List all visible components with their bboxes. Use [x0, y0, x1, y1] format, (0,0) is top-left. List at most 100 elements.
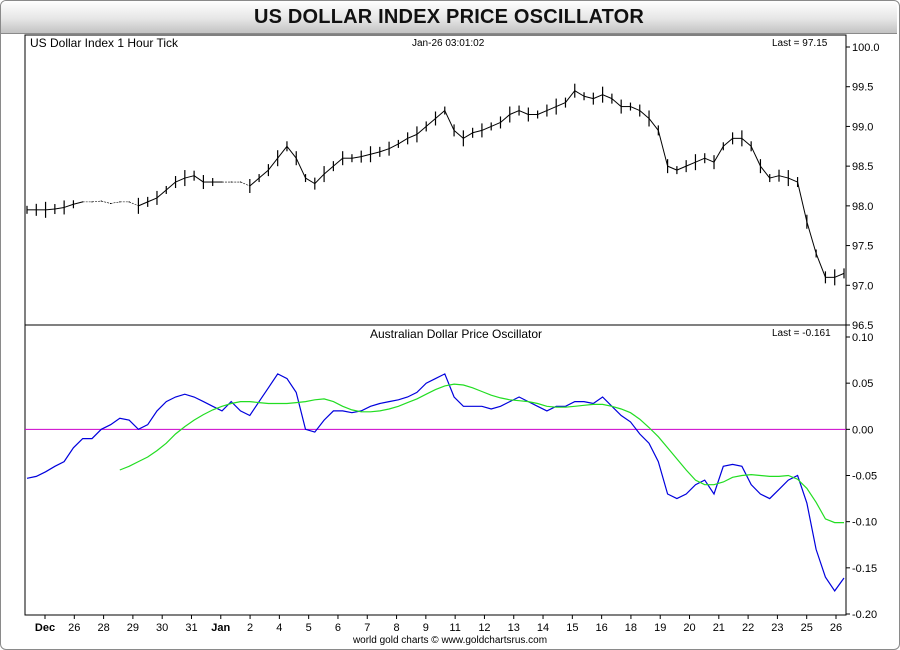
price-bar — [91, 200, 102, 203]
x-tick-label: Dec — [35, 622, 55, 634]
price-bar — [361, 153, 371, 158]
price-bar — [416, 126, 427, 135]
price-bar — [602, 94, 613, 100]
x-axis: Dec 26 28 29 30 31 Jan 2 4 5 6 7 8 9 11 12 13 14 15 16 18 19 2… — [35, 615, 842, 634]
price-bar — [565, 90, 576, 103]
price-bar — [54, 206, 65, 210]
y-tick-label: 99.0 — [852, 121, 873, 133]
price-bars — [26, 83, 845, 286]
price-bar — [676, 165, 687, 171]
oscillator-lines — [26, 373, 845, 592]
price-bar — [491, 121, 501, 127]
y-tick-label: -0.10 — [852, 517, 877, 529]
price-bar — [295, 157, 306, 179]
price-bar — [444, 110, 455, 131]
x-tick-label: 13 — [508, 622, 520, 634]
x-tick-label: 5 — [306, 622, 312, 634]
price-bar — [834, 272, 845, 278]
y-tick-label: 98.5 — [852, 161, 873, 173]
x-tick-label: 7 — [364, 622, 370, 634]
oscillator-last-label: Last = -0.161 — [772, 328, 831, 339]
price-bar — [249, 177, 260, 187]
x-tick-label: 29 — [127, 622, 139, 634]
price-bar — [788, 177, 798, 183]
price-bar — [583, 95, 594, 100]
y-tick-label: 99.5 — [852, 82, 873, 94]
price-bar — [398, 137, 408, 145]
price-bar — [305, 177, 316, 185]
x-tick-label: 16 — [596, 622, 608, 634]
x-tick-label: 22 — [742, 622, 754, 634]
price-bar — [407, 133, 418, 139]
y-tick-label: 0.00 — [852, 424, 873, 436]
price-bar — [797, 181, 808, 222]
price-bar — [815, 253, 826, 278]
x-tick-label: 26 — [68, 622, 80, 634]
x-tick-label: 28 — [97, 622, 109, 634]
price-bar — [695, 157, 705, 163]
price-bar — [648, 118, 659, 131]
price-bar — [147, 197, 158, 203]
price-bar — [323, 165, 334, 175]
price-bar — [175, 177, 186, 183]
price-bar — [713, 146, 724, 163]
y-tick-label: -0.05 — [852, 471, 877, 483]
price-bar — [267, 157, 279, 171]
x-tick-label: 2 — [247, 622, 253, 634]
price-bar — [73, 201, 83, 205]
price-bar — [704, 157, 715, 163]
y-tick-label: 0.10 — [852, 332, 873, 344]
price-bar — [630, 106, 640, 112]
price-bar — [453, 130, 464, 139]
x-tick-label: 21 — [713, 622, 725, 634]
y-tick-label: 100.0 — [852, 42, 880, 54]
footer-credit: world gold charts © www.goldchartsrus.co… — [352, 635, 547, 646]
price-bar — [277, 145, 288, 159]
price-bar — [370, 151, 380, 155]
price-bar — [463, 132, 473, 139]
x-tick-label: 18 — [625, 622, 637, 634]
price-bar — [593, 94, 603, 100]
signal-line — [119, 383, 844, 524]
price-bar — [611, 98, 622, 107]
y-tick-label: -0.15 — [852, 563, 877, 575]
x-tick-label: 9 — [423, 622, 429, 634]
y-tick-label: 0.05 — [852, 378, 873, 390]
price-bar — [555, 102, 566, 108]
price-bar — [184, 175, 195, 179]
price-bar — [333, 157, 343, 167]
y-tick-label: 96.5 — [852, 320, 873, 332]
price-bar — [240, 181, 250, 187]
price-bar — [806, 221, 817, 254]
price-bar — [741, 137, 752, 147]
x-tick-label: 11 — [449, 622, 460, 634]
x-tick-label: 31 — [185, 622, 197, 634]
y-tick-label: 97.5 — [852, 241, 873, 253]
x-tick-label: 25 — [801, 622, 813, 634]
price-bar — [685, 161, 696, 167]
price-bar — [156, 189, 167, 199]
price-bar — [500, 114, 511, 123]
price-bar — [138, 201, 148, 207]
price-bar — [129, 201, 139, 207]
price-bar — [379, 148, 390, 153]
price-last-label: Last = 97.15 — [772, 38, 828, 49]
price-bar — [388, 143, 399, 150]
x-tick-label: 4 — [276, 622, 282, 634]
price-bar — [435, 110, 446, 119]
price-bar — [258, 169, 269, 179]
y-tick-label: -0.20 — [852, 609, 877, 621]
price-bar — [769, 175, 780, 179]
price-bar — [45, 208, 55, 211]
price-bar — [657, 130, 669, 167]
price-panel-label: US Dollar Index 1 Hour Tick — [30, 36, 179, 50]
price-bar — [351, 156, 362, 159]
price-bar — [110, 201, 120, 204]
price-bar — [472, 129, 483, 134]
oscillator-panel-border — [24, 324, 847, 616]
price-bar — [667, 165, 678, 171]
price-bar — [509, 110, 520, 115]
x-tick-label: 8 — [393, 622, 399, 634]
price-bar — [546, 106, 557, 112]
price-bar — [750, 146, 761, 167]
